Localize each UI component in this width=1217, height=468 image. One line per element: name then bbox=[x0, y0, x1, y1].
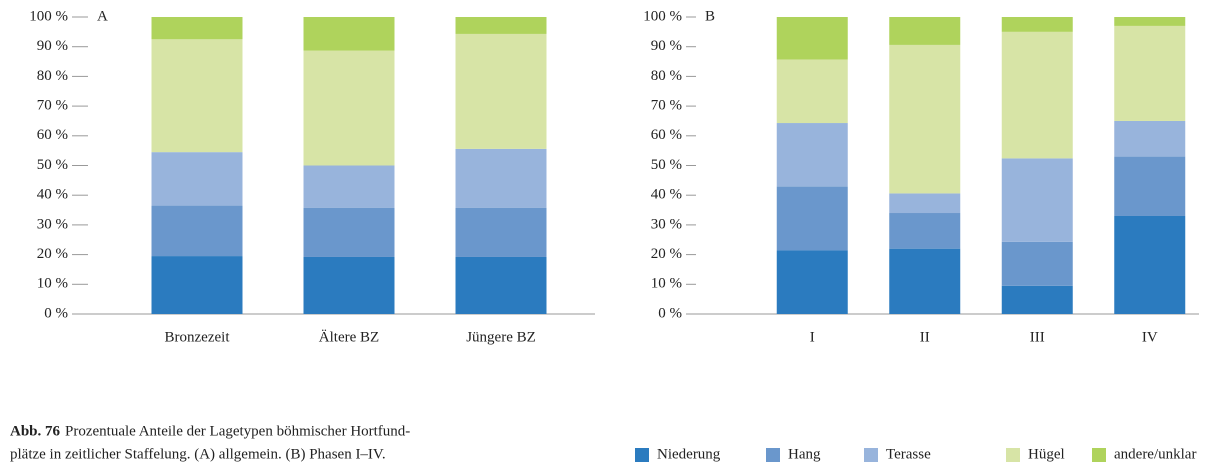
y-tick-label: 60 % bbox=[37, 127, 68, 143]
bar-segment bbox=[455, 33, 547, 149]
x-tick-label: Bronzezeit bbox=[165, 329, 231, 345]
legend-swatch bbox=[1092, 448, 1106, 462]
y-tick-label: 40 % bbox=[651, 187, 682, 203]
y-tick-label: 90 % bbox=[37, 38, 68, 54]
bar-segment bbox=[455, 256, 547, 314]
bar-segment bbox=[776, 17, 848, 60]
bar-segment bbox=[776, 123, 848, 187]
y-tick-label: 10 % bbox=[37, 276, 68, 292]
y-tick-label: 80 % bbox=[651, 68, 682, 84]
caption-text: Prozentuale Anteile der Lagetypen böhmis… bbox=[65, 423, 410, 439]
bar-segment bbox=[303, 256, 395, 314]
bar-segment bbox=[1001, 285, 1073, 314]
y-tick-label: 40 % bbox=[37, 187, 68, 203]
y-tick-label: 70 % bbox=[651, 98, 682, 114]
y-tick-label: 20 % bbox=[651, 246, 682, 262]
bar-segment bbox=[151, 39, 243, 153]
bar-segment bbox=[776, 186, 848, 251]
bar-segment bbox=[303, 207, 395, 257]
bar-segment bbox=[1114, 215, 1186, 314]
legend-swatch bbox=[766, 448, 780, 462]
y-tick-label: 0 % bbox=[658, 305, 682, 321]
x-tick-label: II bbox=[920, 329, 930, 345]
bar-segment bbox=[303, 17, 395, 51]
y-tick-label: 100 % bbox=[29, 8, 68, 24]
legend-swatch bbox=[635, 448, 649, 462]
bar-segment bbox=[889, 213, 961, 249]
bar-segment bbox=[1114, 120, 1186, 157]
bar-segment bbox=[455, 148, 547, 208]
legend-swatch bbox=[1006, 448, 1020, 462]
bar-segment bbox=[776, 59, 848, 124]
bar-segment bbox=[1114, 25, 1186, 121]
y-tick-label: 100 % bbox=[643, 8, 682, 24]
bar-segment bbox=[776, 250, 848, 314]
caption-text: plätze in zeitlicher Staffelung. (A) all… bbox=[10, 446, 386, 462]
bar-segment bbox=[455, 17, 547, 34]
y-tick-label: 70 % bbox=[37, 98, 68, 114]
bar-segment bbox=[303, 50, 395, 166]
bar-segment bbox=[151, 256, 243, 314]
y-tick-label: 90 % bbox=[651, 38, 682, 54]
y-tick-label: 30 % bbox=[37, 216, 68, 232]
bar-segment bbox=[151, 152, 243, 206]
legend-label: Niederung bbox=[657, 446, 721, 462]
bar-segment bbox=[151, 205, 243, 257]
y-tick-label: 30 % bbox=[651, 216, 682, 232]
y-tick-label: 60 % bbox=[651, 127, 682, 143]
legend-label: Terasse bbox=[886, 446, 931, 462]
x-tick-label: IV bbox=[1142, 329, 1158, 345]
bar-segment bbox=[889, 248, 961, 314]
bar-segment bbox=[1114, 17, 1186, 26]
x-tick-label: III bbox=[1030, 329, 1045, 345]
bar-segment bbox=[1001, 158, 1073, 242]
panel-label: B bbox=[705, 8, 715, 24]
x-tick-label: Ältere BZ bbox=[319, 328, 379, 345]
y-tick-label: 0 % bbox=[44, 305, 68, 321]
y-tick-label: 50 % bbox=[37, 157, 68, 173]
legend-swatch bbox=[864, 448, 878, 462]
y-tick-label: 80 % bbox=[37, 68, 68, 84]
legend-label: Hang bbox=[788, 446, 821, 462]
x-tick-label: Jüngere BZ bbox=[466, 329, 536, 345]
bar-segment bbox=[303, 165, 395, 208]
x-tick-label: I bbox=[810, 329, 815, 345]
y-tick-label: 50 % bbox=[651, 157, 682, 173]
bar-segment bbox=[455, 207, 547, 257]
bar-segment bbox=[1114, 156, 1186, 216]
y-tick-label: 10 % bbox=[651, 276, 682, 292]
bar-segment bbox=[889, 44, 961, 194]
panel-label: A bbox=[97, 8, 108, 24]
bar-segment bbox=[1001, 17, 1073, 32]
bar-segment bbox=[151, 17, 243, 40]
legend-label: Hügel bbox=[1028, 446, 1065, 462]
caption-label: Abb. 76 bbox=[10, 423, 61, 439]
bar-segment bbox=[1001, 31, 1073, 159]
bar-segment bbox=[1001, 241, 1073, 286]
y-tick-label: 20 % bbox=[37, 246, 68, 262]
bar-segment bbox=[889, 17, 961, 45]
bar-segment bbox=[889, 193, 961, 214]
legend-label: andere/unklar bbox=[1114, 446, 1196, 462]
